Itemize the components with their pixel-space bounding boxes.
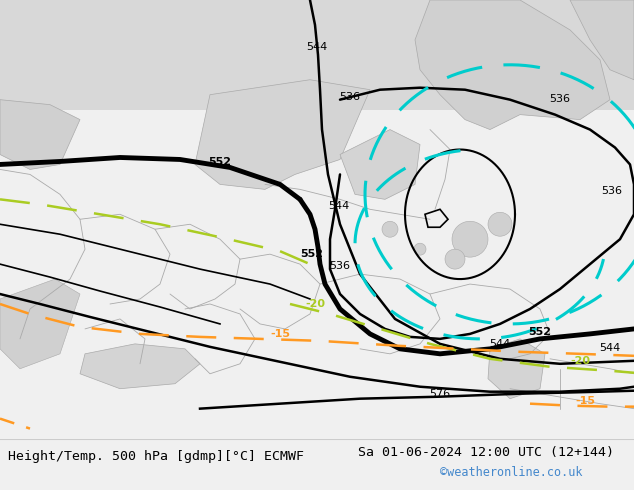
Text: 536: 536 xyxy=(602,186,623,196)
Text: -20: -20 xyxy=(305,299,325,309)
Polygon shape xyxy=(415,0,610,129)
Text: 544: 544 xyxy=(328,201,349,211)
Circle shape xyxy=(414,243,426,255)
Polygon shape xyxy=(0,279,80,369)
Polygon shape xyxy=(488,339,545,399)
Text: -15: -15 xyxy=(575,395,595,406)
Text: ©weatheronline.co.uk: ©weatheronline.co.uk xyxy=(440,466,583,479)
Circle shape xyxy=(452,221,488,257)
Text: 552: 552 xyxy=(529,327,552,337)
Text: -15: -15 xyxy=(270,329,290,339)
Polygon shape xyxy=(195,80,370,189)
Text: 544: 544 xyxy=(306,42,328,52)
Text: 552: 552 xyxy=(301,249,323,259)
Text: Height/Temp. 500 hPa [gdmp][°C] ECMWF: Height/Temp. 500 hPa [gdmp][°C] ECMWF xyxy=(8,450,304,463)
Polygon shape xyxy=(80,344,200,389)
Polygon shape xyxy=(0,0,634,110)
Circle shape xyxy=(488,212,512,236)
Polygon shape xyxy=(340,129,420,199)
Text: 536: 536 xyxy=(339,92,361,101)
Polygon shape xyxy=(570,0,634,80)
Text: Sa 01-06-2024 12:00 UTC (12+144): Sa 01-06-2024 12:00 UTC (12+144) xyxy=(358,446,614,459)
Text: 536: 536 xyxy=(550,94,571,104)
Text: 544: 544 xyxy=(599,343,621,353)
Text: 544: 544 xyxy=(489,339,510,349)
Text: 552: 552 xyxy=(209,157,231,168)
Circle shape xyxy=(382,221,398,237)
Text: -20: -20 xyxy=(570,356,590,366)
Text: 536: 536 xyxy=(330,261,351,271)
Text: 576: 576 xyxy=(429,389,451,399)
Circle shape xyxy=(445,249,465,269)
Polygon shape xyxy=(0,99,80,170)
